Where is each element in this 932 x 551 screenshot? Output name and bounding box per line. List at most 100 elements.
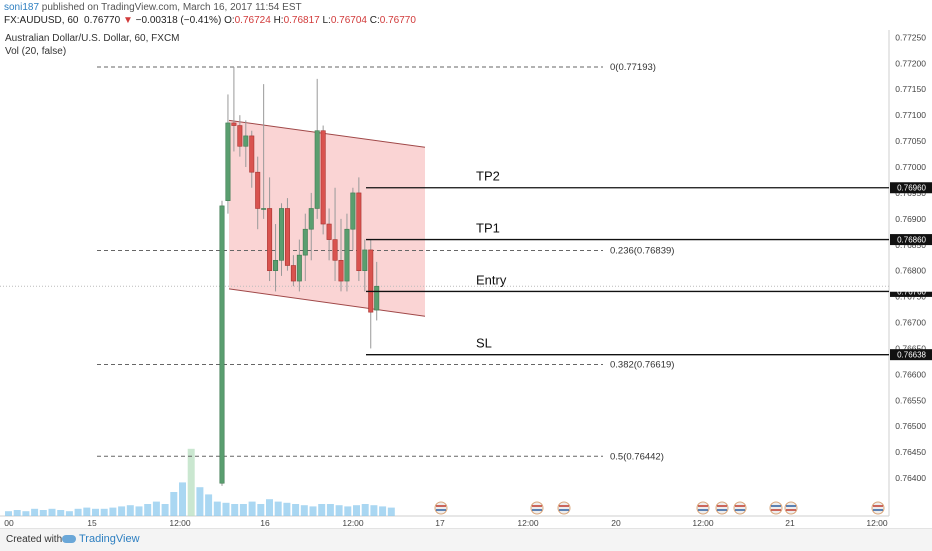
bear-flag-channel[interactable]	[229, 120, 425, 317]
event-flag-icon[interactable]	[434, 501, 448, 515]
trade-level-label: SL	[476, 336, 492, 351]
volume-bars	[5, 448, 395, 516]
volume-bar	[144, 504, 152, 516]
volume-bar	[370, 505, 378, 516]
time-tick-label: 16	[260, 518, 270, 528]
price-tick-label: 0.76700	[895, 318, 926, 328]
volume-bar	[239, 504, 247, 516]
volume-bar	[335, 505, 343, 516]
volume-bar	[353, 505, 360, 516]
trade-price-tag	[890, 349, 932, 361]
candle-body	[219, 205, 225, 484]
time-tick-label: 12:00	[866, 518, 888, 528]
price-tick-label: 0.76650	[895, 343, 926, 353]
time-tick-label: 00	[4, 518, 14, 528]
price-tick-label: 0.77100	[895, 110, 926, 120]
volume-bar	[205, 494, 213, 516]
trade-level-label: Entry	[476, 272, 507, 287]
trade-price-label: 0.76638	[897, 351, 926, 360]
candle-body	[350, 192, 356, 230]
quote-line: FX:AUDUSD, 60 0.76770 ▼ −0.00318 (−0.41%…	[4, 15, 416, 26]
volume-bar	[196, 487, 204, 516]
volume-bar	[22, 511, 30, 516]
time-tick-label: 17	[435, 518, 445, 528]
event-flag-icon[interactable]	[530, 501, 544, 515]
fib-level-label: 0.382(0.76619)	[610, 360, 674, 371]
candle-body	[320, 130, 326, 225]
symbol-label[interactable]: FX:AUDUSD, 60	[4, 15, 79, 26]
brand-name: TradingView	[79, 533, 140, 545]
close-label: C:	[369, 15, 380, 26]
price-tick-label: 0.76600	[895, 369, 926, 379]
volume-bar	[300, 505, 308, 516]
candle-body	[356, 192, 362, 271]
price-tick-label: 0.76800	[895, 266, 926, 276]
volume-bar	[222, 502, 230, 516]
volume-bar	[92, 508, 99, 516]
open-label: O:	[224, 15, 235, 26]
event-flag-icon[interactable]	[696, 501, 710, 515]
event-flag-icon[interactable]	[733, 501, 747, 515]
volume-bar	[109, 507, 117, 516]
candle-body	[368, 249, 374, 313]
tradingview-cloud-icon	[62, 535, 76, 544]
candle-body	[296, 254, 302, 282]
candle-body	[237, 125, 243, 147]
high-value: 0.76817	[283, 15, 320, 26]
volume-bar	[31, 508, 39, 516]
price-tick-label: 0.76550	[895, 395, 926, 405]
volume-bar	[118, 506, 126, 516]
volume-bar	[179, 482, 186, 516]
candle-body	[273, 260, 279, 271]
trade-price-tag	[890, 234, 932, 246]
volume-bar	[283, 502, 291, 516]
trade-price-label: 0.76760	[897, 287, 926, 296]
close-value: 0.76770	[379, 15, 416, 26]
low-label: L:	[322, 15, 331, 26]
candle-body	[249, 135, 255, 173]
volume-bar	[152, 501, 160, 516]
event-flag-icon[interactable]	[715, 501, 729, 515]
candle-body	[267, 208, 273, 271]
price-tick-label: 0.77150	[895, 84, 926, 94]
time-tick-label: 21	[785, 518, 795, 528]
volume-bar	[213, 501, 221, 516]
candle-body	[374, 285, 380, 311]
trade-price-tag	[890, 182, 932, 194]
volume-bar	[257, 504, 265, 516]
price-tick-label: 0.76500	[895, 421, 926, 431]
volume-bar	[5, 511, 12, 516]
price-tick-label: 0.76900	[895, 214, 926, 224]
price-axis-ticks: 0.77250 0.77200 0.77150 0.77100 0.77050 0.770…	[895, 32, 926, 483]
volume-bar	[361, 504, 369, 516]
publisher-username[interactable]: soni187	[4, 2, 40, 13]
event-flag-icon[interactable]	[871, 501, 885, 515]
channel-upper-line[interactable]	[228, 119, 426, 148]
volume-bar	[248, 501, 256, 516]
created-with-label: Created with	[6, 534, 63, 545]
candle-body	[278, 208, 284, 261]
candle-body	[302, 228, 308, 256]
candle-body	[362, 249, 368, 271]
time-tick-label: 12:00	[517, 518, 539, 528]
channel-lower-line[interactable]	[228, 288, 426, 317]
volume-bar	[292, 504, 300, 516]
candle-body	[314, 130, 320, 209]
event-flag-icon[interactable]	[769, 501, 783, 515]
tradingview-logo[interactable]: TradingView	[62, 533, 140, 545]
price-change: −0.00318 (−0.41%)	[135, 15, 222, 26]
time-axis-ticks: 00 15 12:00 16 12:00 17 12:00 20 12:00 21 12:00	[4, 518, 888, 528]
fib-level-label: 0.236(0.76839)	[610, 245, 674, 256]
volume-bar	[344, 506, 352, 516]
event-flag-icon[interactable]	[557, 501, 571, 515]
candle-body	[261, 208, 267, 210]
trade-levels: TP2 0.76960 TP1 0.76860 Entry 0.76760 SL 0.7663…	[366, 169, 932, 361]
price-tick-label: 0.77250	[895, 32, 926, 42]
volume-bar	[318, 504, 326, 516]
volume-bar	[57, 510, 65, 516]
volume-bar	[266, 499, 273, 516]
volume-bar	[326, 504, 334, 516]
event-flag-icon[interactable]	[784, 501, 798, 515]
footer-bar: Created with TradingView	[0, 528, 932, 551]
